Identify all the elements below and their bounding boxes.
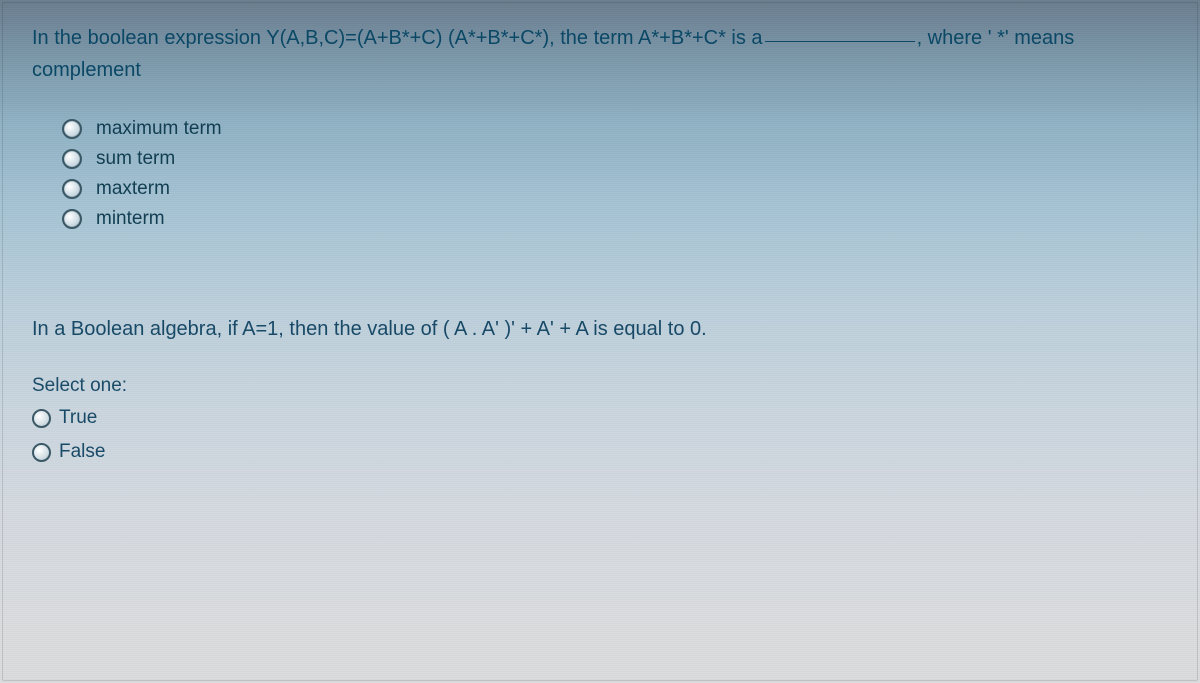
question-2-options: True False	[32, 407, 1168, 463]
radio-icon[interactable]	[62, 179, 82, 199]
option-row[interactable]: sum term	[62, 148, 1168, 170]
select-one-label: Select one:	[32, 375, 1168, 397]
question-1-text: In the boolean expression Y(A,B,C)=(A+B*…	[32, 22, 1168, 86]
blank-line	[765, 21, 915, 42]
radio-icon[interactable]	[32, 409, 51, 428]
option-label: minterm	[96, 208, 165, 230]
question-2-text: In a Boolean algebra, if A=1, then the v…	[32, 318, 1168, 341]
option-row[interactable]: False	[32, 441, 1168, 463]
option-row[interactable]: minterm	[62, 208, 1168, 230]
option-row[interactable]: maxterm	[62, 178, 1168, 200]
radio-icon[interactable]	[62, 209, 82, 229]
option-label: sum term	[96, 148, 175, 170]
option-label: maximum term	[96, 118, 222, 140]
option-row[interactable]: maximum term	[62, 118, 1168, 140]
quiz-container: In the boolean expression Y(A,B,C)=(A+B*…	[10, 10, 1190, 673]
q1-prefix: In the boolean expression Y(A,B,C)=(A+B*…	[32, 27, 763, 49]
radio-icon[interactable]	[62, 119, 82, 139]
option-label: maxterm	[96, 178, 170, 200]
option-label: True	[59, 407, 97, 429]
question-1-options: maximum term sum term maxterm minterm	[62, 118, 1168, 230]
radio-icon[interactable]	[62, 149, 82, 169]
question-2: In a Boolean algebra, if A=1, then the v…	[32, 318, 1168, 463]
option-label: False	[59, 441, 105, 463]
option-row[interactable]: True	[32, 407, 1168, 429]
radio-icon[interactable]	[32, 443, 51, 462]
